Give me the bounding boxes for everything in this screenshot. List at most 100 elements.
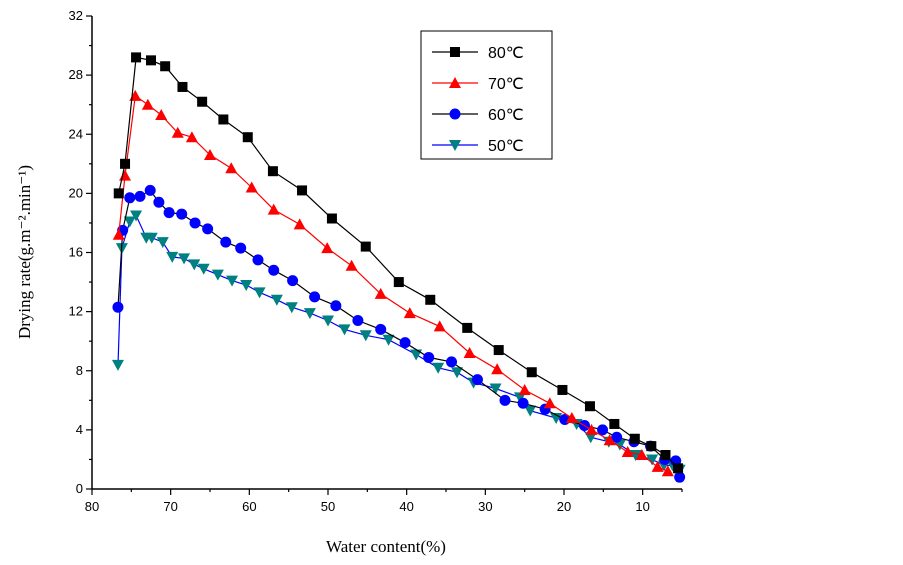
- x-tick-label: 20: [557, 499, 571, 514]
- series-70c-point: [651, 460, 664, 472]
- series-60c-point: [202, 223, 214, 235]
- series-50c-point: [253, 287, 266, 299]
- series-70c-point: [141, 98, 154, 110]
- series-60c-point: [134, 190, 146, 202]
- x-tick-label: 70: [163, 499, 177, 514]
- series-60c-point: [499, 394, 511, 406]
- series-60c-point: [252, 254, 264, 266]
- series-50c-point: [178, 253, 191, 265]
- series-60c-point: [153, 196, 165, 208]
- series-60c-point: [163, 207, 175, 219]
- series-70c-point: [345, 259, 358, 271]
- legend-box: [420, 30, 553, 160]
- series-layer: [111, 52, 686, 483]
- series-70c-point: [433, 320, 446, 332]
- series-60c-point: [375, 323, 387, 335]
- series-70c-point: [403, 307, 416, 319]
- series-50c: [111, 210, 686, 476]
- y-tick-label: 8: [76, 363, 83, 378]
- series-60c-point: [597, 424, 609, 436]
- series-50c-point: [524, 405, 537, 417]
- series-80c-point: [242, 132, 253, 143]
- series-70c-point: [661, 465, 674, 477]
- series-50c-point: [359, 330, 372, 342]
- series-50c-point: [123, 216, 136, 228]
- series-60c-point: [471, 374, 483, 386]
- series-70c: [112, 89, 674, 477]
- series-80c-point: [493, 345, 504, 356]
- series-50c-point: [226, 275, 239, 287]
- y-tick-label: 24: [69, 126, 83, 141]
- y-tick-label: 4: [76, 422, 83, 437]
- y-tick-label: 12: [69, 304, 83, 319]
- series-50c-point: [211, 269, 224, 281]
- series-70c-point: [621, 446, 634, 458]
- x-tick-label: 30: [478, 499, 492, 514]
- series-80c-point: [584, 401, 595, 412]
- x-axis-label: Water content(%): [326, 537, 446, 556]
- series-80c-point: [160, 61, 171, 72]
- series-60c: [112, 184, 686, 483]
- series-80c-point: [113, 188, 124, 199]
- legend-label: 50℃: [488, 138, 524, 155]
- series-70c-point: [565, 412, 578, 424]
- series-60c-point: [352, 314, 364, 326]
- series-80c: [113, 52, 684, 474]
- series-80c-point: [218, 114, 229, 125]
- series-80c-point: [267, 166, 278, 177]
- legend-marker: [450, 47, 460, 57]
- series-70c-point: [518, 383, 531, 395]
- series-60c-point: [287, 275, 299, 287]
- series-60c-point: [268, 264, 280, 276]
- series-60c-point: [611, 431, 623, 443]
- series-60c-point: [124, 192, 136, 204]
- series-70c-point: [129, 89, 142, 101]
- series-80c-point: [673, 463, 684, 474]
- series-50c-point: [513, 392, 526, 404]
- series-80c-point: [425, 294, 436, 305]
- series-60c-point: [399, 337, 411, 349]
- series-50c-point: [130, 210, 143, 222]
- series-50c-point: [322, 315, 334, 327]
- series-50c-point: [451, 367, 464, 379]
- series-60c-point: [235, 242, 247, 254]
- series-50c-point: [197, 263, 210, 275]
- series-80c-point: [326, 213, 337, 224]
- series-80c-point: [197, 96, 208, 107]
- series-70c-point: [293, 218, 306, 230]
- series-80c-point: [131, 52, 142, 63]
- x-tick-label: 40: [399, 499, 413, 514]
- series-50c-point: [382, 334, 395, 346]
- series-60c-point: [446, 356, 458, 368]
- y-axis-label: Drying rate(g.m⁻².min⁻¹): [15, 165, 34, 339]
- series-80c-point: [660, 450, 671, 461]
- series-80c-point: [146, 55, 156, 66]
- series-70c-point: [204, 148, 216, 160]
- series-70c-point: [185, 131, 198, 143]
- series-60c-point: [144, 184, 156, 196]
- series-80c-point: [609, 418, 620, 429]
- series-70c-point: [463, 347, 476, 359]
- series-80c-point: [629, 433, 640, 444]
- series-70c-point: [543, 397, 556, 409]
- series-70c-point: [267, 203, 280, 215]
- series-80c-point: [646, 441, 657, 452]
- series-50c-point: [410, 349, 423, 361]
- series-60c-point: [309, 291, 321, 303]
- series-70c-point: [635, 449, 648, 461]
- series-70c-point: [112, 228, 125, 240]
- series-50c-point: [156, 237, 169, 249]
- series-50c-point: [303, 308, 316, 320]
- legend-label: 80℃: [488, 45, 524, 62]
- series-60c-point: [176, 208, 188, 220]
- series-60c-point: [517, 397, 529, 409]
- series-50c-point: [188, 259, 201, 271]
- series-70c-point: [225, 162, 238, 174]
- series-80c-point: [393, 277, 404, 288]
- series-60c-point: [112, 301, 124, 313]
- series-80c-point: [526, 367, 537, 378]
- series-70c-point: [171, 126, 184, 138]
- series-60c-point: [330, 300, 342, 312]
- series-50c-point: [489, 383, 502, 395]
